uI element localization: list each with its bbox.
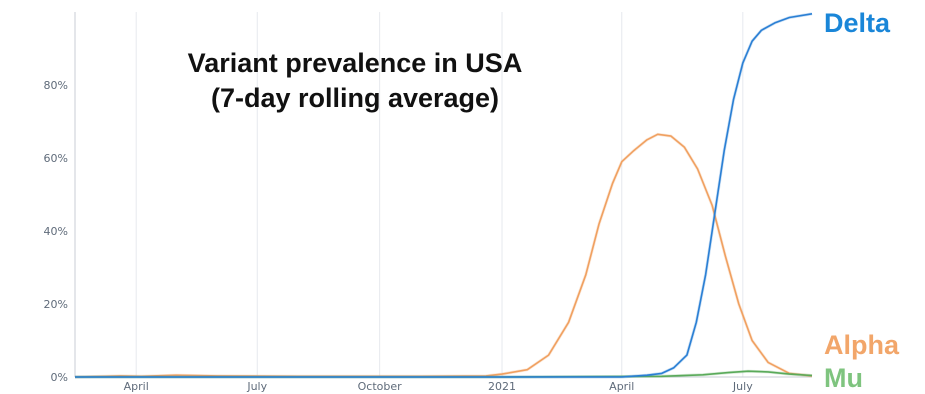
x-tick-label: April xyxy=(609,380,634,393)
series-band-alpha xyxy=(74,132,813,379)
x-tick-label: 2021 xyxy=(488,380,516,393)
series-line-alpha xyxy=(74,133,813,378)
y-tick-label: 40% xyxy=(44,225,68,238)
y-tick-label: 20% xyxy=(44,298,68,311)
series-label-alpha: Alpha xyxy=(824,330,900,360)
x-tick-label: July xyxy=(246,380,267,393)
series-label-delta: Delta xyxy=(824,8,891,38)
x-tick-label: October xyxy=(358,380,402,393)
axes: April July October 2021 April July 0% 20% 40% 60%… xyxy=(44,12,812,393)
series-line-delta xyxy=(75,13,813,378)
y-tick-label: 0% xyxy=(51,371,68,384)
x-tick-label: April xyxy=(124,380,149,393)
series-lines xyxy=(74,12,813,379)
x-tick-label: July xyxy=(732,380,753,393)
series-label-mu: Mu xyxy=(824,363,863,393)
chart-title-line-1: Variant prevalence in USA xyxy=(188,48,523,78)
y-tick-label: 60% xyxy=(44,152,68,165)
y-tick-label: 80% xyxy=(44,79,68,92)
chart-title-line-2: (7-day rolling average) xyxy=(211,83,499,113)
gridlines xyxy=(135,12,744,377)
